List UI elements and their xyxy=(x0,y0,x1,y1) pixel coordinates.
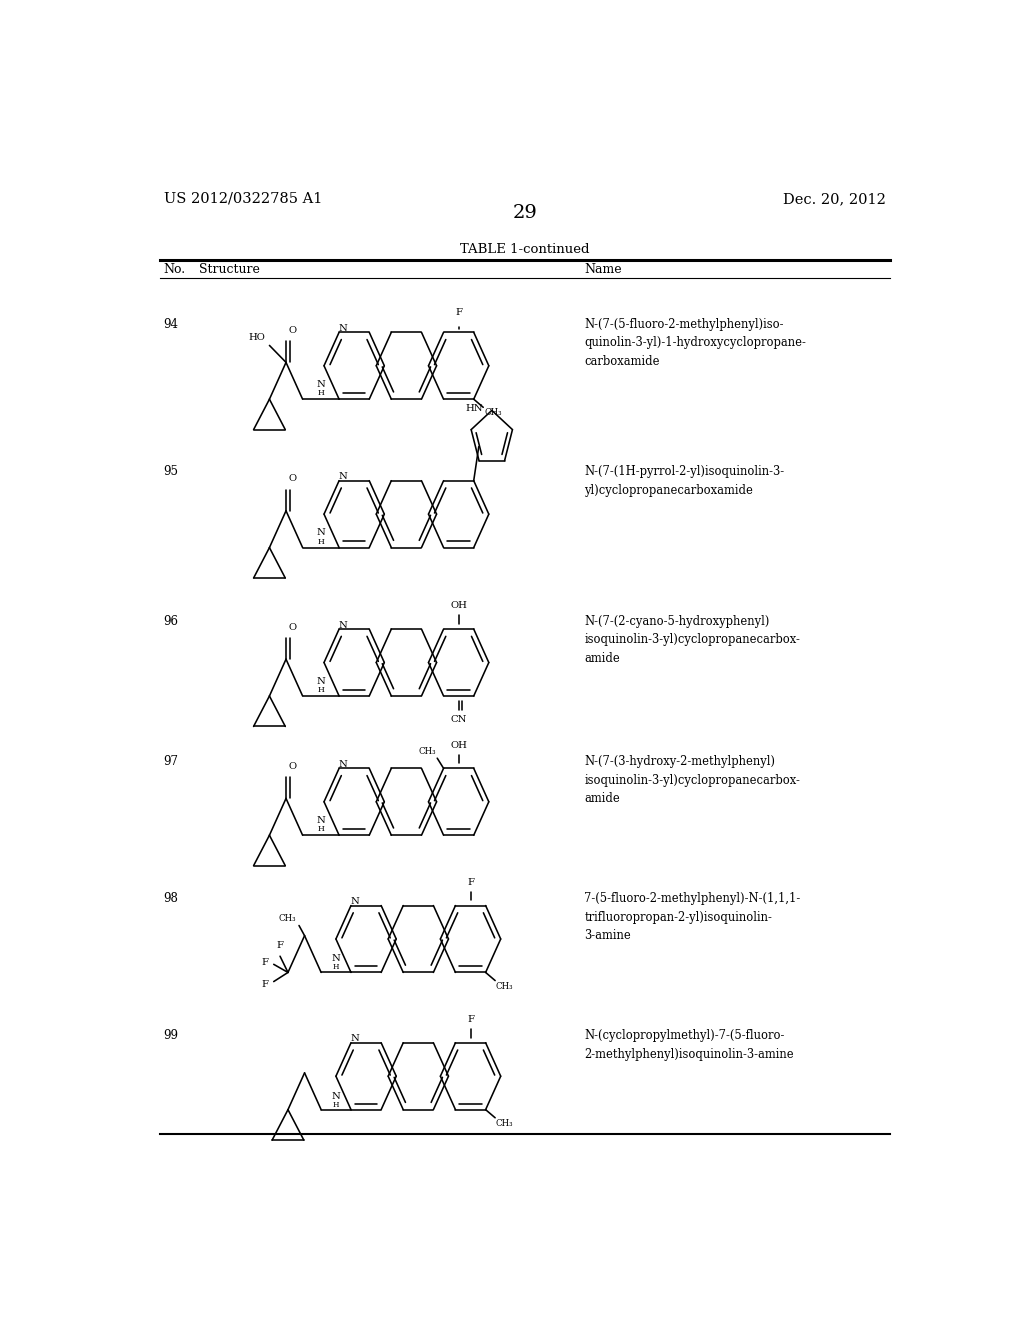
Text: N: N xyxy=(339,323,347,333)
Text: CH₃: CH₃ xyxy=(496,982,514,990)
Text: H: H xyxy=(333,1101,339,1109)
Text: N: N xyxy=(350,898,359,906)
Text: CH₃: CH₃ xyxy=(418,747,435,756)
Text: H: H xyxy=(317,825,325,833)
Text: Structure: Structure xyxy=(200,263,260,276)
Text: F: F xyxy=(467,1015,474,1024)
Text: H: H xyxy=(333,964,339,972)
Text: H: H xyxy=(317,686,325,694)
Text: N: N xyxy=(339,760,347,768)
Text: 98: 98 xyxy=(164,892,178,906)
Text: CN: CN xyxy=(451,714,467,723)
Text: CH₃: CH₃ xyxy=(484,408,502,417)
Text: N: N xyxy=(316,677,326,686)
Text: F: F xyxy=(276,941,284,950)
Text: N: N xyxy=(332,954,340,964)
Text: OH: OH xyxy=(451,602,467,610)
Text: N-(7-(1H-pyrrol-2-yl)isoquinolin-3-
yl)cyclopropanecarboxamide: N-(7-(1H-pyrrol-2-yl)isoquinolin-3- yl)c… xyxy=(585,466,784,496)
Text: O: O xyxy=(289,474,297,483)
Text: N-(cyclopropylmethyl)-7-(5-fluoro-
2-methylphenyl)isoquinolin-3-amine: N-(cyclopropylmethyl)-7-(5-fluoro- 2-met… xyxy=(585,1030,794,1061)
Text: N: N xyxy=(350,1034,359,1043)
Text: HO: HO xyxy=(249,334,265,342)
Text: Dec. 20, 2012: Dec. 20, 2012 xyxy=(783,191,886,206)
Text: N-(7-(5-fluoro-2-methylphenyl)iso-
quinolin-3-yl)-1-hydroxycyclopropane-
carboxa: N-(7-(5-fluoro-2-methylphenyl)iso- quino… xyxy=(585,318,806,368)
Text: 95: 95 xyxy=(164,466,179,478)
Text: 7-(5-fluoro-2-methylphenyl)-N-(1,1,1-
trifluoropropan-2-yl)isoquinolin-
3-amine: 7-(5-fluoro-2-methylphenyl)-N-(1,1,1- tr… xyxy=(585,892,801,942)
Text: H: H xyxy=(317,537,325,545)
Text: OH: OH xyxy=(451,741,467,750)
Text: N: N xyxy=(332,1092,340,1101)
Text: 97: 97 xyxy=(164,755,179,768)
Text: O: O xyxy=(289,762,297,771)
Text: F: F xyxy=(261,981,268,989)
Text: No.: No. xyxy=(164,263,185,276)
Text: 96: 96 xyxy=(164,615,179,628)
Text: F: F xyxy=(455,309,462,317)
Text: 99: 99 xyxy=(164,1030,179,1043)
Text: F: F xyxy=(467,878,474,887)
Text: N-(7-(2-cyano-5-hydroxyphenyl)
isoquinolin-3-yl)cyclopropanecarbox-
amide: N-(7-(2-cyano-5-hydroxyphenyl) isoquinol… xyxy=(585,615,800,665)
Text: N: N xyxy=(339,620,347,630)
Text: O: O xyxy=(289,326,297,335)
Text: CH₃: CH₃ xyxy=(279,915,297,924)
Text: Name: Name xyxy=(585,263,622,276)
Text: 94: 94 xyxy=(164,318,179,331)
Text: N: N xyxy=(339,473,347,480)
Text: N: N xyxy=(316,816,326,825)
Text: O: O xyxy=(289,623,297,632)
Text: N: N xyxy=(316,380,326,389)
Text: TABLE 1-continued: TABLE 1-continued xyxy=(460,243,590,256)
Text: N: N xyxy=(316,528,326,537)
Text: N-(7-(3-hydroxy-2-methylphenyl)
isoquinolin-3-yl)cyclopropanecarbox-
amide: N-(7-(3-hydroxy-2-methylphenyl) isoquino… xyxy=(585,755,800,805)
Text: H: H xyxy=(317,389,325,397)
Text: US 2012/0322785 A1: US 2012/0322785 A1 xyxy=(164,191,323,206)
Text: 29: 29 xyxy=(512,205,538,222)
Text: CH₃: CH₃ xyxy=(496,1119,514,1127)
Text: HN: HN xyxy=(466,404,483,413)
Text: F: F xyxy=(261,958,268,966)
